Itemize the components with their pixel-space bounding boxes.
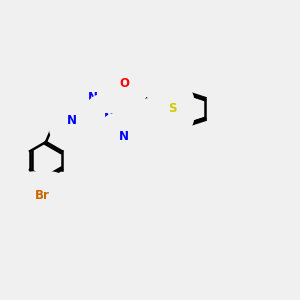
Text: O: O xyxy=(71,83,81,96)
Text: N: N xyxy=(67,114,76,127)
Text: N: N xyxy=(118,130,128,143)
Text: S: S xyxy=(168,103,177,116)
Text: Br: Br xyxy=(35,189,50,202)
Text: N: N xyxy=(153,115,163,128)
Text: N: N xyxy=(140,132,150,145)
Text: N: N xyxy=(104,112,114,125)
Text: N: N xyxy=(88,91,98,104)
Text: O: O xyxy=(119,76,129,90)
